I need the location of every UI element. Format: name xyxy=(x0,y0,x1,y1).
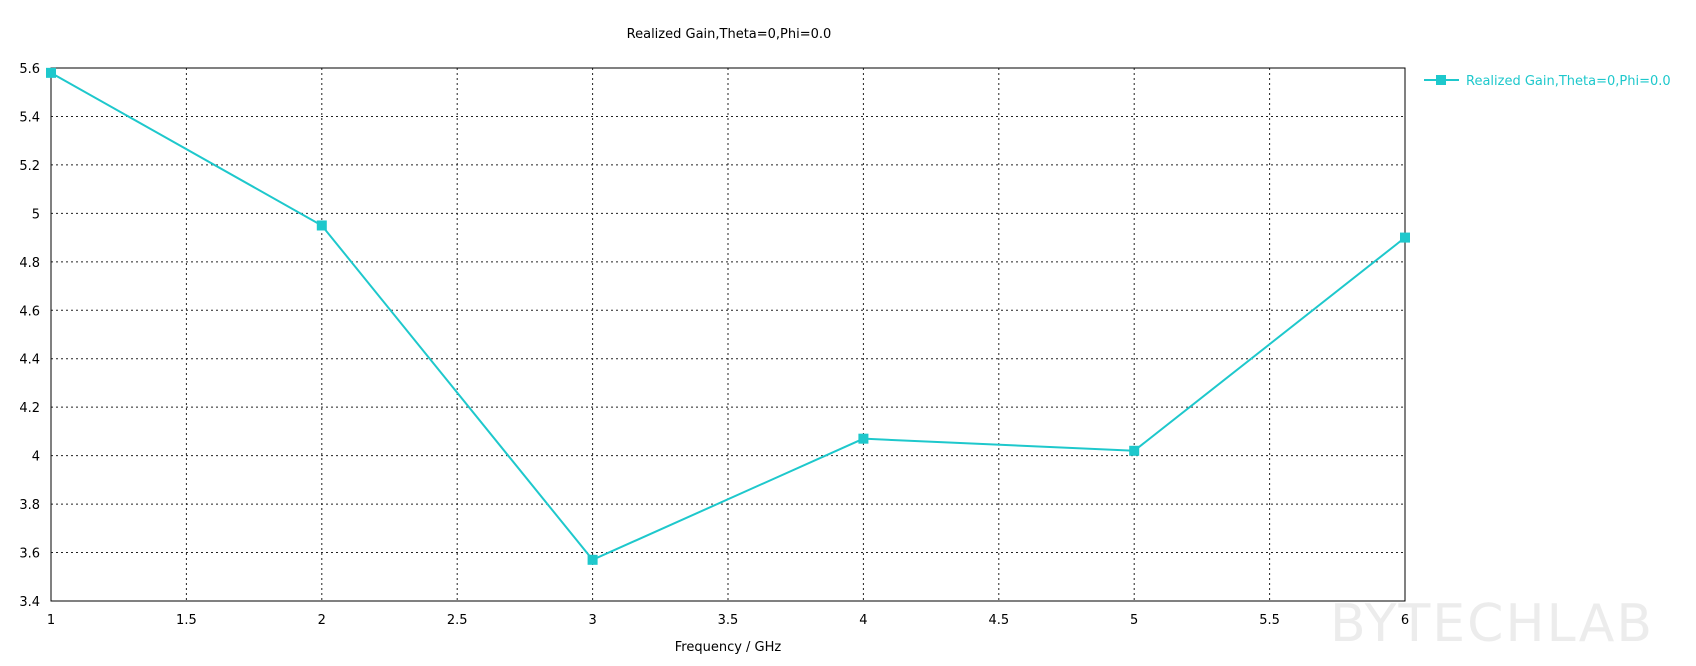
tick-labels: 1 1.5 2 2.5 3 3.5 4 4.5 5 5.5 6 3.4 3.6 3.8 4 4.2 4.4 4.6… xyxy=(19,62,1409,628)
y-tick-label: 4 xyxy=(32,450,40,465)
x-tick-label: 5 xyxy=(1130,613,1138,628)
series-line xyxy=(50,71,1406,562)
legend-label: Realized Gain,Theta=0,Phi=0.0 xyxy=(1466,74,1671,89)
x-tick-label: 3.5 xyxy=(718,613,739,628)
plot-frame xyxy=(50,67,1406,602)
x-tick-label: 4 xyxy=(859,613,867,628)
x-tick-label: 3 xyxy=(588,613,596,628)
data-point xyxy=(46,67,56,78)
legend-marker xyxy=(1436,75,1446,85)
y-tick-label: 4.8 xyxy=(19,256,40,271)
grid xyxy=(51,68,1405,601)
legend: Realized Gain,Theta=0,Phi=0.0 xyxy=(1424,74,1671,89)
data-point xyxy=(858,433,869,444)
x-tick-label: 6 xyxy=(1401,613,1409,628)
y-tick-label: 3.8 xyxy=(19,498,40,513)
data-point xyxy=(1129,445,1140,456)
data-point xyxy=(316,220,327,231)
y-tick-label: 4.4 xyxy=(19,353,40,368)
y-tick-label: 4.6 xyxy=(19,304,40,319)
data-point xyxy=(1400,232,1410,243)
axes xyxy=(50,67,1406,602)
y-tick-label: 5 xyxy=(32,207,40,222)
x-axis-label: Frequency / GHz xyxy=(675,640,782,655)
data-series xyxy=(46,67,1410,565)
y-tick-label: 4.2 xyxy=(19,401,40,416)
x-tick-label: 5.5 xyxy=(1259,613,1280,628)
y-tick-label: 3.6 xyxy=(19,547,40,562)
y-tick-label: 5.6 xyxy=(19,62,40,77)
x-tick-label: 1.5 xyxy=(176,613,197,628)
chart-title: Realized Gain,Theta=0,Phi=0.0 xyxy=(627,27,832,42)
y-tick-label: 5.2 xyxy=(19,159,40,174)
x-tick-label: 4.5 xyxy=(988,613,1009,628)
data-point xyxy=(587,554,598,565)
y-tick-label: 3.4 xyxy=(19,595,40,610)
x-tick-label: 2.5 xyxy=(447,613,468,628)
x-tick-label: 2 xyxy=(318,613,326,628)
x-tick-label: 1 xyxy=(47,613,55,628)
y-tick-label: 5.4 xyxy=(19,110,40,125)
